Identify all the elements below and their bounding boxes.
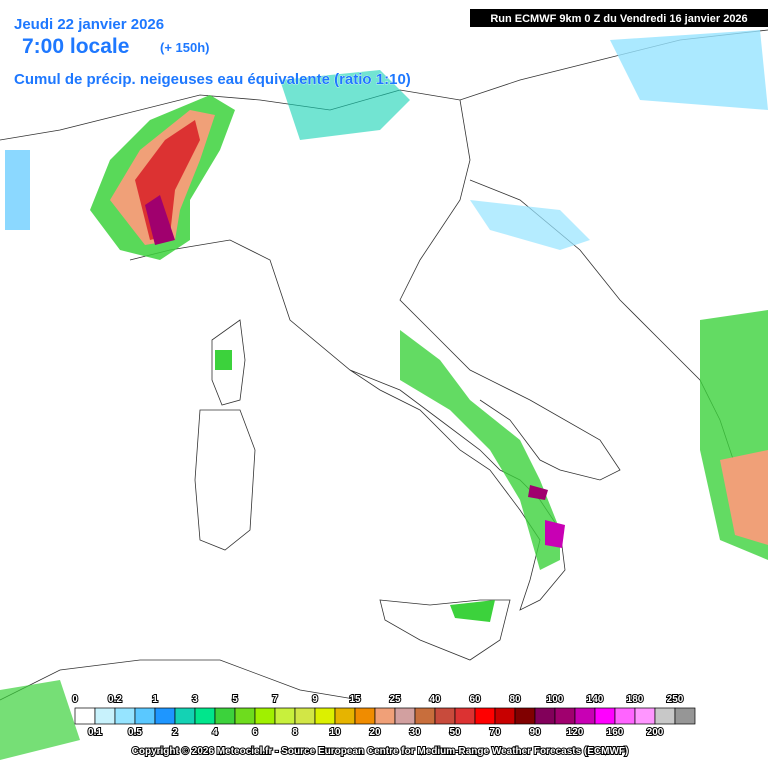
legend-swatch [174,707,196,725]
legend-swatch [314,707,336,725]
copyright: Copyright © 2026 Meteociel.fr - Source E… [132,746,629,757]
legend-label: 180 [627,694,644,705]
legend-label: 5 [232,694,238,705]
legend-swatch [534,707,556,725]
legend-swatch [94,707,116,725]
precipitation [0,30,768,760]
legend-label: 100 [547,694,564,705]
legend-label: 50 [449,727,461,738]
legend-label: 0.1 [88,727,102,738]
legend-swatch [414,707,436,725]
legend-swatch [214,707,236,725]
legend-swatch [114,707,136,725]
legend-swatch [494,707,516,725]
legend-label: 0.5 [128,727,142,738]
legend-label: 1 [152,694,158,705]
legend-label: 15 [349,694,361,705]
legend-label: 120 [567,727,584,738]
legend-swatch [594,707,616,725]
legend-label: 3 [192,694,198,705]
legend-swatch [554,707,576,725]
legend-label: 250 [667,694,684,705]
legend-label: 200 [647,727,664,738]
run-info: Run ECMWF 9km 0 Z du Vendredi 16 janvier… [490,13,747,25]
legend-label: 2 [172,727,178,738]
lead-time: (+ 150h) [160,40,210,55]
legend-swatch [154,707,176,725]
legend-label: 25 [389,694,401,705]
legend-label: 80 [509,694,521,705]
legend-swatch [194,707,216,725]
legend-swatch [234,707,256,725]
legend-label: 20 [369,727,381,738]
legend-label: 40 [429,694,441,705]
legend-swatch [434,707,456,725]
legend-swatch [74,707,96,725]
legend-label: 30 [409,727,421,738]
legend-swatch [514,707,536,725]
legend-swatch [634,707,656,725]
product-title: Cumul de précip. neigeuses eau équivalen… [14,71,411,88]
legend-swatch [334,707,356,725]
legend-label: 10 [329,727,341,738]
legend-swatch [274,707,296,725]
legend-swatch [394,707,416,725]
legend-label: 90 [529,727,541,738]
legend-swatch [294,707,316,725]
legend-label: 0 [72,694,78,705]
forecast-time: 7:00 locale [22,35,129,58]
legend: 0 0.1 0.2 0.5 1 2 3 4 5 6 7 8 9 10 15 20 25 30 40 50 60 70 80 9… [71,693,696,739]
legend-swatch [134,707,156,725]
legend-swatch [454,707,476,725]
legend-swatch [674,707,696,725]
legend-label: 70 [489,727,501,738]
legend-swatch [654,707,676,725]
legend-label: 7 [272,694,278,705]
run-box [470,9,768,27]
legend-swatch [354,707,376,725]
forecast-date: Jeudi 22 janvier 2026 [14,16,164,33]
legend-swatch [474,707,496,725]
legend-swatch [374,707,396,725]
legend-label: 160 [607,727,624,738]
legend-swatch [254,707,276,725]
legend-label: 8 [292,727,298,738]
legend-label: 9 [312,694,318,705]
legend-swatch [614,707,636,725]
legend-label: 60 [469,694,481,705]
legend-swatch [574,707,596,725]
legend-label: 6 [252,727,258,738]
legend-label: 4 [212,727,218,738]
legend-label: 140 [587,694,604,705]
legend-label: 0.2 [108,694,122,705]
